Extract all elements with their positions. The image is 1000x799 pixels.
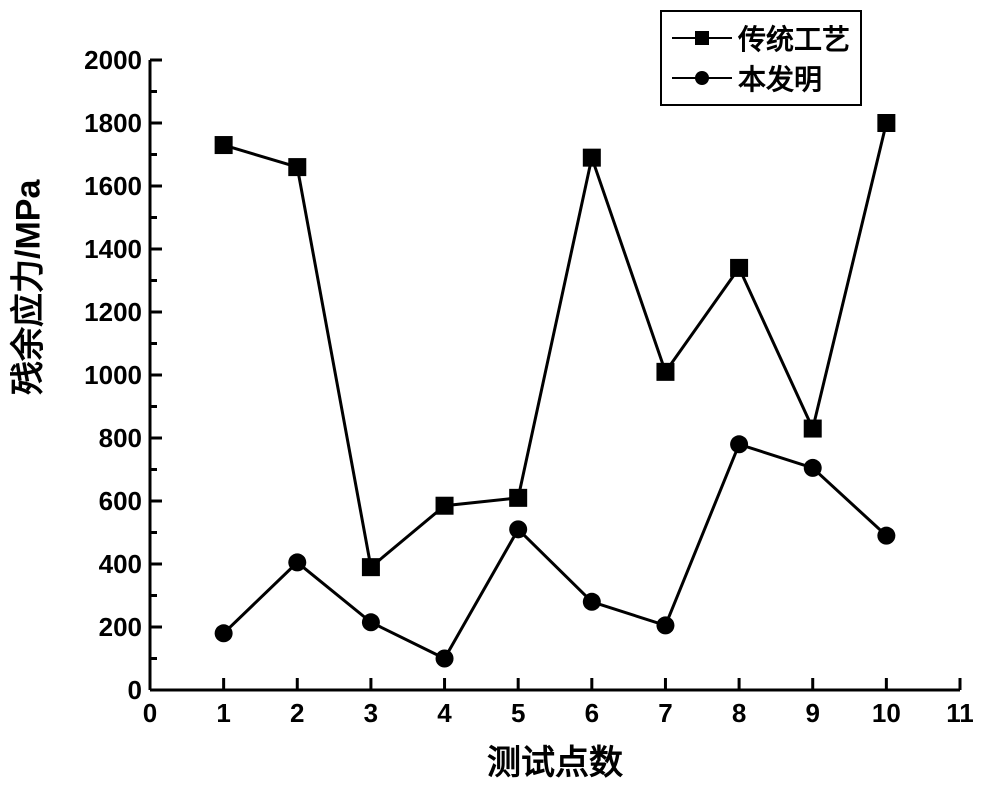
legend-swatch [672, 68, 732, 88]
y-tick-label: 0 [128, 675, 142, 706]
x-tick-label: 4 [425, 698, 465, 729]
y-tick-label: 1600 [84, 171, 142, 202]
y-tick-label: 400 [99, 549, 142, 580]
y-tick-label: 1200 [84, 297, 142, 328]
legend: 传统工艺 本发明 [660, 10, 862, 106]
legend-item-invention: 本发明 [672, 58, 850, 98]
legend-swatch [672, 28, 732, 48]
y-tick-label: 1800 [84, 108, 142, 139]
x-tick-label: 5 [498, 698, 538, 729]
x-axis-label: 测试点数 [455, 735, 655, 784]
y-tick-label: 800 [99, 423, 142, 454]
y-tick-label: 200 [99, 612, 142, 643]
y-tick-label: 1400 [84, 234, 142, 265]
legend-label: 传统工艺 [738, 18, 850, 58]
x-tick-label: 6 [572, 698, 612, 729]
x-tick-label: 3 [351, 698, 391, 729]
legend-label: 本发明 [738, 58, 822, 98]
chart-svg [0, 0, 1000, 799]
x-tick-label: 8 [719, 698, 759, 729]
y-tick-label: 600 [99, 486, 142, 517]
legend-item-traditional: 传统工艺 [672, 18, 850, 58]
x-tick-label: 2 [277, 698, 317, 729]
y-tick-label: 1000 [84, 360, 142, 391]
square-marker-icon [695, 31, 709, 45]
x-tick-label: 10 [866, 698, 906, 729]
y-tick-label: 2000 [84, 45, 142, 76]
y-axis-label: 残余应力/MPa [1, 355, 50, 395]
x-tick-label: 1 [204, 698, 244, 729]
x-tick-label: 9 [793, 698, 833, 729]
x-tick-label: 7 [645, 698, 685, 729]
chart-container: 残余应力/MPa 测试点数 传统工艺 本发明 01234567891011020… [0, 0, 1000, 799]
circle-marker-icon [695, 71, 709, 85]
x-tick-label: 11 [940, 698, 980, 729]
